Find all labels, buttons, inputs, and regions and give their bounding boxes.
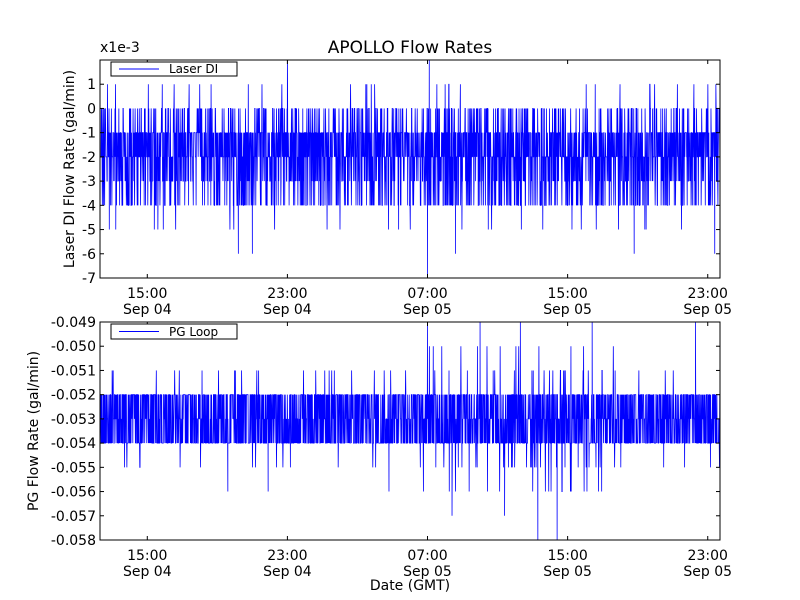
legend-box — [110, 61, 238, 77]
x-tick-time-label: 23:00 — [267, 286, 307, 302]
x-tick-time-label: 23:00 — [688, 286, 728, 302]
y-tick-label: -0.054 — [51, 436, 96, 452]
y-offset-text: x1e-3 — [100, 40, 140, 56]
y-tick-label: -0.055 — [51, 460, 96, 476]
y-tick-label: -1 — [82, 126, 96, 142]
legend-label: PG Loop — [169, 325, 218, 339]
axes-frame — [99, 321, 721, 541]
y-tick-label: 0 — [87, 101, 96, 117]
legend-label: Laser DI — [169, 62, 218, 76]
y-tick-label: -3 — [82, 174, 96, 190]
legend: PG Loop — [110, 323, 238, 340]
x-tick-time-label: 23:00 — [267, 548, 307, 564]
legend-box — [110, 323, 238, 340]
x-tick-time-label: 07:00 — [407, 286, 447, 302]
x-tick-time-label: 23:00 — [688, 548, 728, 564]
x-tick-date-label: Sep 05 — [403, 564, 452, 580]
y-tick-label: -0.056 — [51, 485, 96, 501]
x-tick-date-label: Sep 05 — [683, 302, 732, 318]
y-tick-label: -0.053 — [51, 412, 96, 428]
series-line-pg-loop — [100, 322, 720, 540]
axes-frame — [99, 59, 721, 279]
x-tick-time-label: 15:00 — [127, 286, 167, 302]
y-tick-label: -5 — [82, 223, 96, 239]
x-tick-date-label: Sep 04 — [263, 302, 312, 318]
y-tick-label: -0.049 — [51, 315, 96, 331]
x-tick-date-label: Sep 05 — [403, 302, 452, 318]
x-tick-date-label: Sep 05 — [683, 564, 732, 580]
x-axis-label: Date (GMT) — [370, 578, 450, 594]
x-tick-date-label: Sep 04 — [123, 302, 172, 318]
chart-title: APOLLO Flow Rates — [328, 38, 493, 58]
y-axis-label: Laser DI Flow Rate (gal/min) — [62, 70, 78, 268]
x-tick-time-label: 15:00 — [547, 548, 587, 564]
plot-2: -0.049 -0.050 -0.051 -0.052 -0.053 -0.054 -0.0… — [26, 315, 732, 580]
series-line-laser-di — [100, 60, 720, 278]
x-tick-date-label: Sep 04 — [263, 564, 312, 580]
y-tick-label: 1 — [87, 77, 96, 93]
x-tick-date-label: Sep 05 — [543, 302, 592, 318]
x-tick-time-label: 15:00 — [547, 286, 587, 302]
y-tick-label: -0.050 — [51, 339, 96, 355]
y-tick-label: -0.057 — [51, 509, 96, 525]
y-tick-label: -6 — [82, 247, 96, 263]
x-tick-date-label: Sep 04 — [123, 564, 172, 580]
y-tick-label: -0.052 — [51, 388, 96, 404]
y-tick-label: -4 — [82, 198, 96, 214]
y-tick-label: -0.051 — [51, 363, 96, 379]
y-axis-label: PG Flow Rate (gal/min) — [26, 351, 42, 511]
x-tick-date-label: Sep 05 — [543, 564, 592, 580]
y-tick-label: -2 — [82, 150, 96, 166]
y-tick-label: -7 — [82, 271, 96, 287]
legend: Laser DI — [110, 61, 238, 77]
x-tick-time-label: 07:00 — [407, 548, 447, 564]
x-tick-time-label: 15:00 — [127, 548, 167, 564]
y-tick-label: -0.058 — [51, 533, 96, 549]
